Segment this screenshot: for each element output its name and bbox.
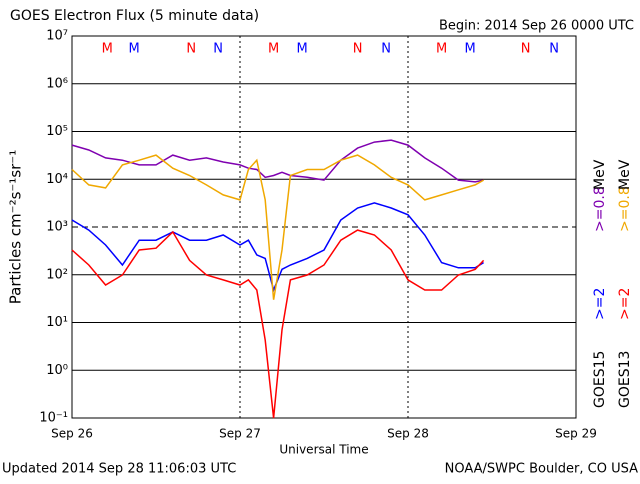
chart-title: GOES Electron Flux (5 minute data) <box>10 8 259 24</box>
time-marker: M <box>436 42 447 57</box>
chart-subtitle: Begin: 2014 Sep 26 0000 UTC <box>439 19 634 34</box>
y-tick-label: 10⁶ <box>46 76 68 91</box>
legend-unit: MeV <box>617 159 633 190</box>
x-tick-label: Sep 28 <box>387 427 429 441</box>
x-tick-label: Sep 27 <box>219 427 261 441</box>
y-tick-label: 10³ <box>46 220 68 235</box>
y-tick-label: 10⁰ <box>46 363 68 378</box>
y-tick-label: 10² <box>46 267 68 282</box>
legend-entry: >=2 <box>592 288 608 320</box>
legend-entry: >=0.8 <box>617 186 633 232</box>
series-line <box>71 202 484 293</box>
series-line <box>71 139 484 183</box>
x-tick-label: Sep 29 <box>555 427 597 441</box>
time-marker: M <box>268 42 279 57</box>
time-marker: N <box>186 42 196 57</box>
time-marker: M <box>129 42 140 57</box>
time-marker: M <box>102 42 113 57</box>
footer-right: NOAA/SWPC Boulder, CO USA <box>445 462 638 477</box>
time-marker: N <box>549 42 559 57</box>
x-axis-label: Universal Time <box>279 443 368 457</box>
time-marker: N <box>213 42 223 57</box>
series-line <box>71 229 485 419</box>
series-line <box>71 154 484 300</box>
x-tick-label: Sep 26 <box>51 427 93 441</box>
legend-title: GOES13 <box>617 351 633 408</box>
time-marker: N <box>521 42 531 57</box>
time-marker: N <box>353 42 363 57</box>
y-tick-label: 10⁵ <box>46 124 68 139</box>
y-axis-label: Particles cm⁻²s⁻¹sr⁻¹ <box>7 150 25 304</box>
legend-unit: MeV <box>592 159 608 190</box>
footer-left: Updated 2014 Sep 28 11:06:03 UTC <box>2 462 236 477</box>
y-tick-label: 10⁻¹ <box>39 411 68 426</box>
time-marker: M <box>297 42 308 57</box>
time-marker: N <box>381 42 391 57</box>
y-tick-label: 10¹ <box>46 315 68 330</box>
y-tick-label: 10⁴ <box>46 172 68 187</box>
legend-entry: >=0.8 <box>592 186 608 232</box>
y-tick-label: 10⁷ <box>46 29 68 44</box>
time-marker: M <box>465 42 476 57</box>
legend-entry: >=2 <box>617 288 633 320</box>
legend-title: GOES15 <box>592 351 608 408</box>
